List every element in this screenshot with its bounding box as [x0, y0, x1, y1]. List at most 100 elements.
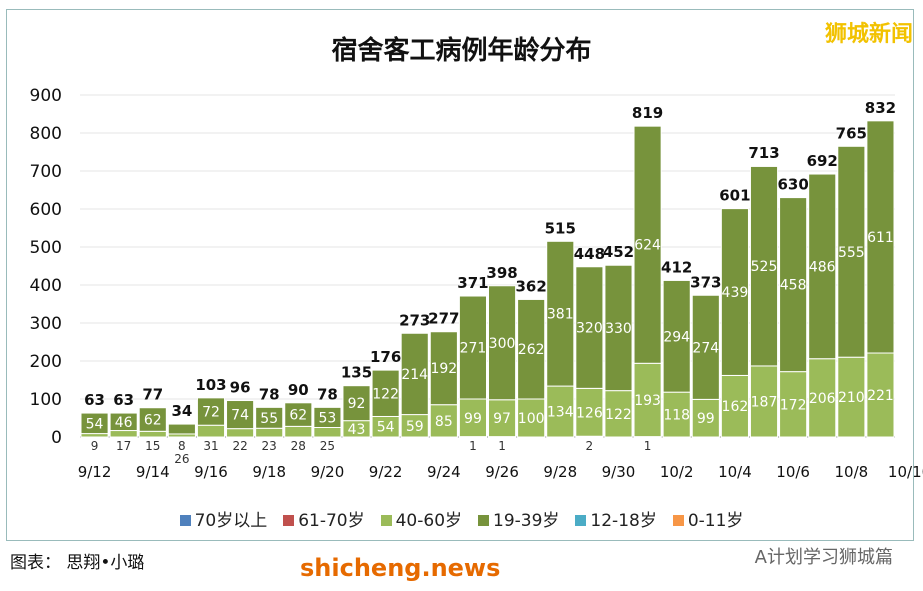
- bar-segment: [720, 374, 749, 438]
- legend-item: 61-70岁: [283, 506, 365, 531]
- data-label: 26: [174, 452, 189, 466]
- bar-segment: [808, 358, 837, 438]
- data-label: 221: [867, 388, 894, 404]
- data-label: 134: [547, 405, 574, 421]
- bar-segment: [196, 397, 226, 426]
- data-label: 381: [547, 307, 574, 323]
- data-label: 54: [86, 416, 104, 432]
- bar-segment: [517, 298, 546, 400]
- bar-segment: [284, 402, 313, 427]
- bar-segment: [138, 407, 167, 432]
- caption: 图表： 思翔•小璐: [10, 553, 145, 573]
- total-label: 34: [171, 402, 192, 420]
- bar-segment: [167, 423, 196, 435]
- data-label: 320: [576, 321, 603, 337]
- bar-segment: [488, 285, 517, 401]
- data-label: 210: [838, 390, 865, 406]
- legend-item: 40-60岁: [380, 506, 462, 531]
- data-label: 59: [406, 419, 424, 435]
- bar-segment: [866, 120, 895, 354]
- total-label: 96: [230, 379, 251, 397]
- data-label: 31: [203, 439, 218, 453]
- data-label: 118: [663, 408, 690, 424]
- bar-segment: [400, 332, 429, 416]
- data-label: 28: [291, 439, 306, 453]
- data-label: 271: [460, 341, 487, 357]
- total-label: 452: [603, 243, 634, 261]
- data-label: 74: [231, 408, 249, 424]
- data-label: 294: [663, 329, 690, 345]
- data-label: 72: [202, 405, 220, 421]
- total-label: 819: [632, 104, 663, 122]
- data-label: 9: [91, 439, 99, 453]
- total-label: 63: [113, 391, 134, 409]
- bar-segment: [109, 412, 138, 432]
- data-label: 43: [348, 422, 366, 438]
- total-label: 135: [341, 364, 372, 382]
- bar-segment: [488, 399, 517, 438]
- data-label: 53: [318, 410, 336, 426]
- bar-segment: [575, 266, 604, 389]
- data-label: 611: [867, 230, 894, 246]
- data-label: 99: [697, 411, 715, 427]
- data-label: 262: [518, 342, 545, 358]
- legend-swatch: [575, 515, 587, 526]
- y-tick-label: 600: [30, 200, 62, 220]
- total-label: 713: [748, 144, 779, 162]
- bar-segment: [429, 331, 458, 406]
- data-label: 192: [430, 361, 457, 377]
- bar-segment: [749, 165, 779, 367]
- bar-segment: [109, 430, 138, 438]
- data-label: 172: [780, 397, 807, 413]
- bar-segment: [80, 412, 109, 435]
- total-label: 103: [195, 376, 226, 394]
- total-label: 273: [399, 311, 430, 329]
- data-label: 300: [489, 336, 516, 352]
- x-tick-label: 9/18: [252, 463, 286, 481]
- data-label: 8: [178, 439, 186, 453]
- x-tick-label: 9/20: [311, 463, 345, 481]
- bar-segment: [691, 294, 720, 400]
- x-tick-label: 10/8: [834, 463, 868, 481]
- stacked-bar-chart: 0 100 200 300 400 500 600 700 800 900 9 54 63 17 46 63 1…: [30, 86, 923, 481]
- x-tick-label: 9/14: [136, 463, 170, 481]
- x-tick-label: 9/28: [543, 463, 577, 481]
- bar-segment: [691, 398, 720, 438]
- data-label: 122: [605, 407, 632, 423]
- legend-item: 70岁以上: [179, 506, 267, 531]
- legend: 70岁以上 61-70岁 40-60岁 19-39岁 12-18岁 0-11岁: [0, 506, 923, 531]
- data-label: 2: [586, 439, 594, 453]
- x-tick-label: 10/6: [776, 463, 810, 481]
- data-label: 15: [145, 439, 160, 453]
- bar-segment: [255, 427, 284, 438]
- total-label: 373: [690, 273, 721, 291]
- data-label: 274: [692, 340, 719, 356]
- x-tick-label: 9/30: [602, 463, 636, 481]
- bar-segment: [808, 173, 837, 360]
- x-tick-label: 9/12: [78, 463, 112, 481]
- total-label: 78: [317, 385, 338, 403]
- legend-swatch: [478, 515, 490, 526]
- bar-segment: [662, 279, 691, 393]
- bar-segment: [633, 125, 662, 364]
- bar-segment: [342, 385, 371, 422]
- total-label: 362: [516, 277, 547, 295]
- bar-segment: [517, 398, 546, 438]
- data-label: 206: [809, 391, 836, 407]
- data-label: 97: [493, 411, 511, 427]
- total-label: 176: [370, 348, 401, 366]
- data-label: 55: [260, 411, 278, 427]
- total-label: 601: [719, 187, 750, 205]
- x-tick-label: 9/26: [485, 463, 519, 481]
- bar-segment: [226, 428, 255, 438]
- data-label: 624: [634, 238, 661, 254]
- total-label: 77: [142, 386, 163, 404]
- legend-item: 19-39岁: [478, 506, 559, 531]
- data-label: 330: [605, 321, 632, 337]
- legend-swatch: [672, 515, 684, 526]
- y-tick-label: 500: [30, 238, 62, 258]
- legend-item: 12-18岁: [575, 506, 657, 531]
- y-tick-label: 100: [30, 390, 62, 410]
- total-label: 630: [777, 176, 808, 194]
- total-label: 692: [807, 152, 838, 170]
